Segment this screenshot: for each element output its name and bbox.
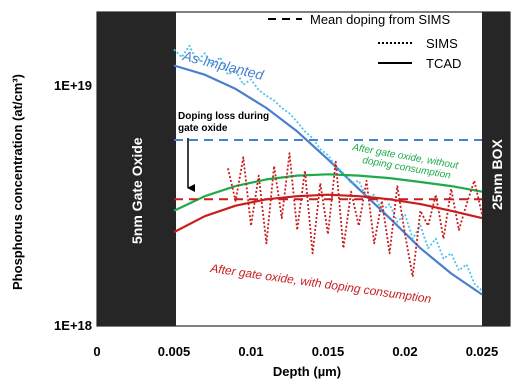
legend-label: SIMS	[426, 36, 458, 51]
box-band	[482, 12, 510, 326]
x-axis-title: Depth (µm)	[273, 364, 341, 379]
doping-loss-label-line1: Doping loss during	[178, 111, 269, 122]
x-tick-label: 0.015	[312, 344, 345, 359]
doping-loss-label-line2: gate oxide	[178, 123, 228, 134]
x-tick-label: 0.005	[158, 344, 191, 359]
legend-label: Mean doping from SIMS	[310, 12, 451, 27]
series-line-cyan-dotted	[173, 44, 483, 292]
y-tick-label: 1E+19	[54, 78, 92, 93]
x-tick-labels: 0 0.005 0.01 0.015 0.02 0.025	[93, 344, 498, 359]
gate-oxide-band	[97, 12, 176, 326]
gate-oxide-label: 5nm Gate Oxide	[129, 137, 145, 244]
x-tick-label: 0	[93, 344, 100, 359]
series-line-red-dotted	[227, 152, 483, 278]
legend-label: TCAD	[426, 56, 461, 71]
x-tick-label: 0.025	[466, 344, 499, 359]
box-label: 25nm BOX	[489, 139, 505, 210]
series-line-blue-solid	[173, 64, 483, 296]
series-layer	[173, 44, 483, 296]
y-tick-labels: 1E+19 1E+18	[54, 78, 92, 333]
x-tick-label: 0.02	[392, 344, 417, 359]
y-tick-label: 1E+18	[54, 318, 92, 333]
y-axis-title: Phosphorus concentration (at/cm³)	[10, 74, 25, 290]
series-line-green-solid	[173, 173, 483, 212]
x-tick-label: 0.01	[238, 344, 263, 359]
legend: Mean doping from SIMS SIMS TCAD	[268, 12, 461, 71]
series-line-red-solid	[173, 193, 483, 234]
